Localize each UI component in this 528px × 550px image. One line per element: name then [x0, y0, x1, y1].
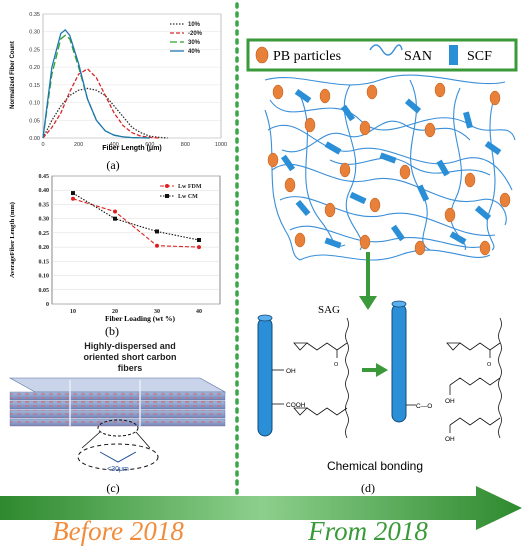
chart-a-xtick: 1000 — [215, 142, 227, 148]
timeline-right-label: From 2018 — [307, 516, 428, 546]
chart-b-xtick: 40 — [196, 309, 202, 315]
right-fiber — [391, 303, 407, 423]
sag-label: SAG — [318, 304, 340, 316]
chart-b-point — [197, 238, 201, 242]
chart-a-legend-label: 10% — [188, 22, 201, 28]
svg-text:O: O — [487, 362, 492, 368]
panel-c-title-1: Highly-dispersed and — [84, 341, 176, 351]
chart-b-ytick: 0.25 — [39, 231, 50, 237]
fiber-layer-stack — [8, 377, 227, 427]
chart-b-xtick: 30 — [154, 309, 160, 315]
co-label: C—O — [416, 403, 432, 410]
oh-label-right-1: OH — [445, 398, 455, 405]
down-arrow-head-icon — [359, 296, 377, 310]
scf-fiber-icon — [449, 45, 458, 65]
chart-b-series-line — [72, 198, 200, 248]
chart-b-ytick: 0.10 — [39, 274, 50, 280]
chart-b-legend-label: Lw FDM — [178, 184, 202, 190]
oh-label-right-2: OH — [445, 436, 455, 443]
chart-b-point — [71, 191, 75, 196]
scale-label: <30μm — [107, 466, 129, 473]
chart-b-point — [155, 243, 159, 248]
chart-a-ytick: 0.25 — [29, 47, 40, 53]
chart-b-xlabel: Fiber Loading (wt %) — [105, 314, 176, 323]
chart-b-xtick: 10 — [70, 309, 76, 315]
legend-box: PB particles SAN SCF — [246, 38, 518, 72]
chart-a-xtick: 800 — [181, 142, 190, 148]
chart-b-xtick: 20 — [112, 309, 118, 315]
chart-b: 0 0.05 0.10 0.15 0.20 0.25 0.30 0.35 0.40 0.45 10 2… — [9, 174, 221, 338]
chart-b-ytick: 0.30 — [39, 217, 50, 223]
panel-a-label: (a) — [106, 158, 119, 172]
panel-c-label: (c) — [106, 481, 119, 495]
zoom-ellipse — [77, 443, 159, 471]
svg-text:O: O — [334, 362, 339, 368]
chart-b-ytick: 0.05 — [39, 288, 50, 294]
chart-a-ytick: 0.05 — [29, 118, 40, 124]
magnifier-ring — [97, 419, 139, 437]
polymer-network — [264, 74, 516, 261]
chart-a-ytick: 0.35 — [29, 12, 40, 18]
chart-a-xtick: 200 — [74, 142, 83, 148]
chart-a-ytick: 0.20 — [29, 65, 40, 71]
chart-a-ytick: 0.15 — [29, 83, 40, 89]
panel-b-label: (b) — [105, 324, 119, 338]
panel-d: OH COOH SAG O C—O — [257, 300, 502, 495]
chart-b-point — [155, 229, 159, 234]
left-fiber — [257, 317, 273, 437]
panel-d-caption: Chemical bonding — [327, 459, 423, 473]
scf-fibers — [280, 88, 502, 249]
timeline-arrow: Before 2018 From 2018 — [0, 486, 522, 546]
chart-a-ytick: 0.10 — [29, 101, 40, 107]
chart-b-ytick: 0.15 — [39, 259, 50, 265]
chart-a-ylabel: Normalized Fiber Count — [10, 41, 16, 109]
san-chain-icon — [369, 44, 403, 56]
chart-b-ytick: 0.35 — [39, 202, 50, 208]
chart-b-series-line — [72, 192, 200, 241]
chart-b-ytick: 0.40 — [39, 188, 50, 194]
panel-d-label: (d) — [361, 481, 375, 495]
right-arrow-head-icon — [376, 363, 388, 377]
chart-b-ytick: 0 — [46, 302, 49, 308]
chart-a-series-line — [42, 87, 168, 139]
chart-a-series-line — [42, 68, 159, 139]
panel-c-title-3: fibers — [118, 363, 143, 373]
chart-a-xtick: 400 — [110, 142, 119, 148]
pb-particle-icon — [255, 46, 269, 64]
chart-a-legend-label: 30% — [188, 40, 201, 46]
chart-b-point — [197, 245, 201, 250]
legend-pb: PB particles — [273, 49, 341, 64]
chart-a: 0.00 0.05 0.10 0.15 0.20 0.25 0.30 0.35 0 200 400 6… — [10, 12, 227, 172]
chart-a-legend-label: 40% — [188, 49, 201, 55]
chart-a-xlabel: Fiber Length (μm) — [102, 145, 162, 152]
chart-b-point — [113, 209, 117, 214]
chart-b-legend-marker — [165, 184, 169, 188]
timeline-left-label: Before 2018 — [52, 516, 184, 546]
oh-label-left: OH — [286, 368, 296, 375]
chart-a-xtick: 0 — [41, 142, 44, 148]
chart-a-ytick: 0.30 — [29, 30, 40, 36]
chart-a-xtick: 600 — [145, 142, 154, 148]
cooh-label: COOH — [286, 402, 306, 409]
chart-b-ytick: 0.20 — [39, 245, 50, 251]
chart-b-point — [71, 196, 75, 201]
chart-b-point — [113, 216, 117, 221]
chart-a-legend-label: -20% — [188, 31, 203, 37]
chart-b-ylabel: AverageFiber Length (mm) — [9, 202, 16, 278]
chart-a-ytick: 0.00 — [29, 136, 40, 142]
legend-scf: SCF — [467, 49, 492, 64]
legend-san: SAN — [404, 49, 432, 64]
chart-b-ytick: 0.45 — [39, 174, 50, 180]
panel-c: Highly-dispersed and oriented short carb… — [8, 341, 227, 495]
chart-b-legend-marker — [165, 194, 169, 198]
pb-particles — [267, 82, 511, 256]
chart-b-legend-label: Lw CM — [178, 194, 198, 200]
chart-a-series-line — [42, 28, 150, 139]
panel-c-title-2: oriented short carbon — [83, 352, 176, 362]
